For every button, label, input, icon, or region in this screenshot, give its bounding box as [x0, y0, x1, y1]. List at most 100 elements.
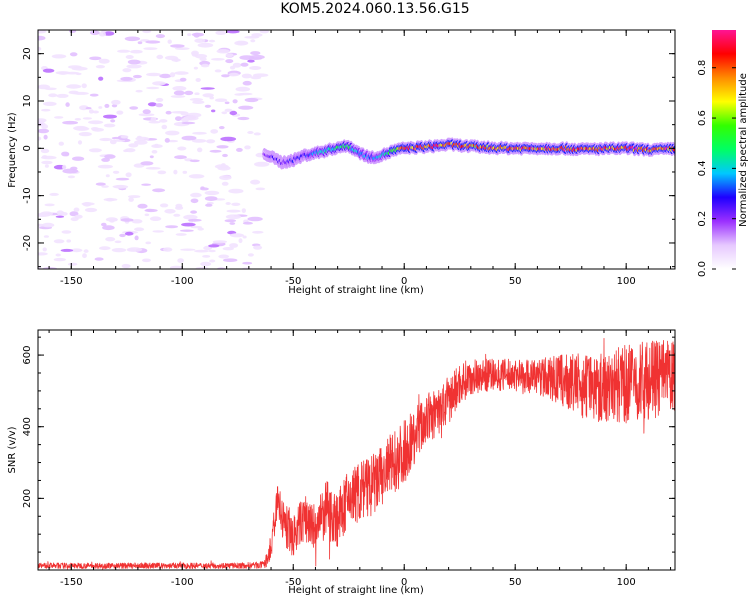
noise-blob — [175, 233, 187, 236]
snr-x-axis: -150 -100 -50 0 50 100 — [48, 330, 672, 588]
noise-blob — [191, 139, 207, 143]
noise-blob — [242, 235, 247, 239]
noise-blob — [131, 219, 143, 224]
noise-blob — [71, 66, 88, 71]
noise-blob — [112, 185, 124, 189]
noise-blob — [173, 169, 178, 175]
noise-blob — [241, 208, 246, 214]
noise-blob — [254, 161, 270, 167]
noise-blob — [232, 99, 238, 104]
noise-blob — [209, 149, 222, 153]
noise-blob — [126, 64, 142, 69]
noise-blob — [247, 131, 254, 134]
spectrogram-frame — [37, 29, 676, 270]
noise-blob — [241, 73, 252, 79]
noise-blob — [101, 185, 109, 188]
noise-blob — [215, 98, 228, 102]
snr-x-tick-label: -150 — [60, 577, 83, 588]
noise-blob — [190, 210, 198, 214]
noise-blob — [99, 137, 112, 142]
noise-blob — [225, 202, 231, 205]
noise-blob — [174, 57, 179, 63]
noise-blob — [60, 248, 74, 252]
noise-blob — [250, 39, 256, 43]
noise-blob — [98, 31, 106, 37]
noise-blob — [130, 49, 143, 54]
noise-blob — [244, 97, 259, 103]
noise-blob — [38, 223, 45, 227]
spectrogram-x-label: Height of straight line (km) — [288, 285, 424, 296]
noise-blob — [154, 143, 159, 148]
noise-blob — [181, 135, 197, 141]
noise-blob — [187, 218, 202, 222]
noise-blob — [229, 222, 236, 225]
noise-blob — [101, 157, 110, 162]
noise-blob — [120, 76, 133, 81]
noise-blob — [192, 100, 205, 104]
noise-blob — [120, 218, 134, 222]
noise-blob — [65, 102, 70, 107]
noise-blob — [138, 113, 155, 117]
noise-blob — [125, 55, 134, 59]
noise-blob — [135, 89, 143, 93]
noise-blob — [202, 93, 214, 98]
noise-blob — [174, 47, 190, 50]
noise-blob — [43, 235, 50, 238]
noise-blob — [134, 140, 148, 145]
noise-blob — [105, 174, 110, 178]
noise-blob — [124, 36, 141, 42]
noise-blob — [61, 230, 72, 234]
snr-x-tick-label: 0 — [401, 577, 407, 588]
noise-blob — [194, 92, 200, 95]
noise-blob — [252, 73, 269, 77]
noise-blob — [54, 116, 64, 119]
noise-blob — [184, 90, 194, 96]
noise-blob — [67, 262, 78, 266]
noise-blob — [228, 188, 244, 194]
snr-y-label: SNR (v/v) — [7, 426, 18, 473]
snr-series-line — [38, 337, 675, 570]
noise-blob — [84, 207, 98, 213]
noise-blob — [208, 244, 220, 248]
noise-blob — [195, 266, 209, 269]
noise-blob — [58, 71, 68, 75]
noise-blob — [48, 93, 58, 98]
noise-blob — [150, 117, 157, 122]
colorbar: 0.0 0.2 0.4 0.6 0.8 Normalized spectral ampl… — [697, 30, 749, 277]
noise-blob — [162, 247, 173, 252]
snr-y-tick-label: 600 — [22, 346, 33, 365]
noise-blob — [38, 252, 48, 256]
noise-blob — [224, 108, 233, 113]
noise-blob — [111, 104, 118, 108]
noise-blob — [232, 62, 242, 68]
noise-blob — [77, 140, 83, 145]
noise-blob — [159, 119, 168, 123]
spectrogram-y-tick-label: -10 — [22, 187, 33, 203]
snr-panel: -150 -100 -50 0 50 100 200 400 600 Height of st… — [7, 329, 676, 596]
noise-blob — [181, 121, 196, 125]
noise-blob — [41, 160, 53, 165]
noise-blob — [141, 183, 152, 186]
noise-blob — [211, 58, 225, 61]
noise-blob — [236, 41, 248, 45]
noise-blob — [83, 249, 89, 253]
noise-blob — [116, 110, 124, 115]
noise-blob — [229, 233, 244, 238]
colorbar-label: Normalized spectral amplitude — [738, 73, 749, 227]
noise-blob — [220, 136, 237, 142]
noise-blob — [237, 116, 250, 121]
noise-blob — [66, 84, 82, 89]
noise-blob — [74, 214, 83, 219]
noise-blob — [253, 132, 261, 136]
noise-blob — [146, 86, 160, 90]
noise-blob — [142, 109, 151, 115]
noise-blob — [38, 35, 46, 41]
noise-blob — [165, 225, 179, 229]
noise-blob — [231, 202, 241, 206]
noise-blob — [248, 57, 263, 60]
noise-blob — [205, 203, 213, 207]
noise-blob — [148, 120, 161, 124]
noise-blob — [127, 59, 141, 65]
noise-blob — [183, 214, 198, 220]
